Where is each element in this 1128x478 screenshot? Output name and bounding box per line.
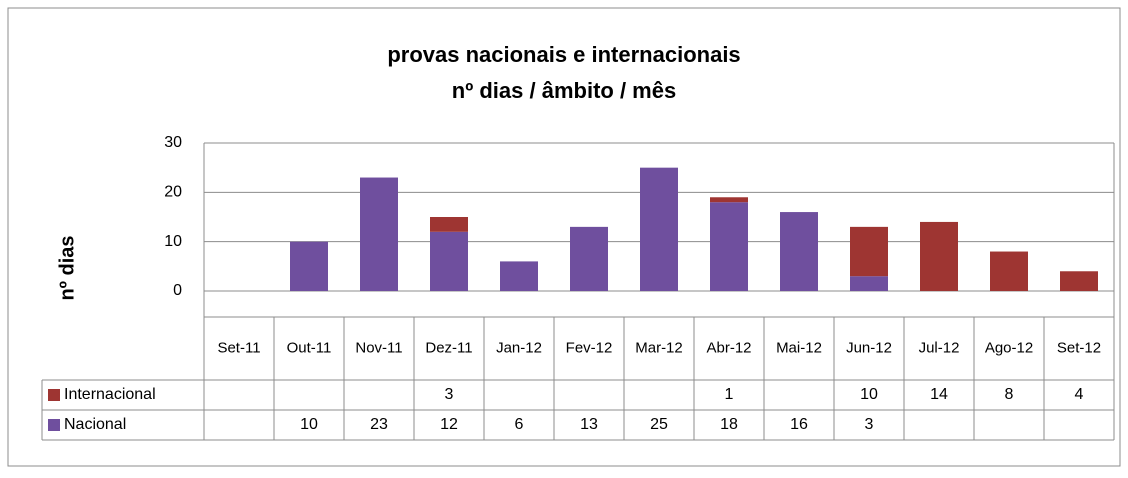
legend-swatch [48,419,60,431]
bar-segment [990,251,1028,291]
table-value: 10 [860,386,878,403]
table-value: 14 [930,386,948,403]
bar-segment [360,177,398,291]
bar-segment [1060,271,1098,291]
bar-segment [430,217,468,232]
x-tick-label: Set-11 [217,339,260,356]
bar-segment [570,226,608,291]
table-value: 23 [370,416,388,433]
bar-segment [850,226,888,277]
table-value: 12 [440,416,458,433]
table-value: 4 [1075,386,1084,403]
x-tick-label: Out-11 [287,339,332,356]
x-tick-label: Dez-11 [425,339,472,356]
table-value: 10 [300,416,318,433]
table-value: 8 [1005,386,1014,403]
bar-segment [640,167,678,291]
bar-segment [500,261,538,291]
bar-segment [290,241,328,291]
bar-segment [920,221,958,291]
chart-subtitle: nº dias / âmbito / mês [452,78,676,103]
table-value: 6 [515,416,524,433]
x-tick-label: Fev-12 [566,339,613,356]
x-tick-label: Jan-12 [496,339,542,356]
chart-title: provas nacionais e internacionais [387,42,740,67]
x-tick-label: Ago-12 [985,339,1033,356]
table-value: 3 [865,416,874,433]
y-tick-label: 20 [164,184,182,201]
y-tick-label: 30 [164,134,182,151]
table-value: 25 [650,416,668,433]
x-tick-label: Mai-12 [776,339,822,356]
table-value: 3 [445,386,454,403]
bar-segment [710,202,748,291]
table-value: 1 [725,386,734,403]
y-tick-label: 0 [173,282,182,299]
legend-label: Internacional [64,386,156,403]
x-tick-label: Set-12 [1057,339,1101,356]
bar-segment [850,276,888,291]
table-value: 18 [720,416,738,433]
x-tick-label: Mar-12 [635,339,683,356]
bar-segment [780,212,818,291]
bar-segment [710,197,748,203]
table-value: 13 [580,416,598,433]
table-value: 16 [790,416,808,433]
x-tick-label: Abr-12 [706,339,751,356]
bar-segment [430,231,468,291]
x-tick-label: Nov-11 [355,339,402,356]
y-axis-label: nº dias [56,235,78,300]
legend-swatch [48,389,60,401]
legend-label: Nacional [64,416,126,433]
x-tick-label: Jun-12 [846,339,892,356]
y-tick-label: 10 [164,233,182,250]
x-tick-label: Jul-12 [919,339,960,356]
